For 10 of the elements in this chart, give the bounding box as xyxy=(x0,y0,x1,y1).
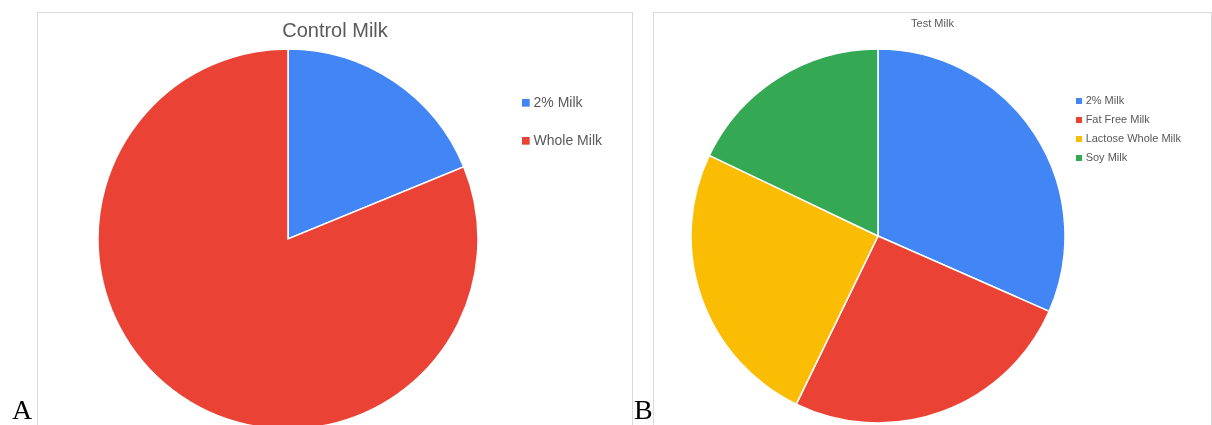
chart-title: Control Milk xyxy=(281,19,389,42)
legend-label: Lactose Whole Milk xyxy=(1085,132,1181,144)
legend-label: Whole Milk xyxy=(533,132,602,148)
legend-label: Soy Milk xyxy=(1085,151,1128,163)
legend-label: 2% Milk xyxy=(533,94,583,110)
legend-label: 2% Milk xyxy=(1085,94,1125,106)
text: B xyxy=(634,394,653,425)
chart-title: Test Milk xyxy=(910,17,955,29)
legend-label: Fat Free Milk xyxy=(1085,113,1150,125)
text: A xyxy=(12,394,33,425)
